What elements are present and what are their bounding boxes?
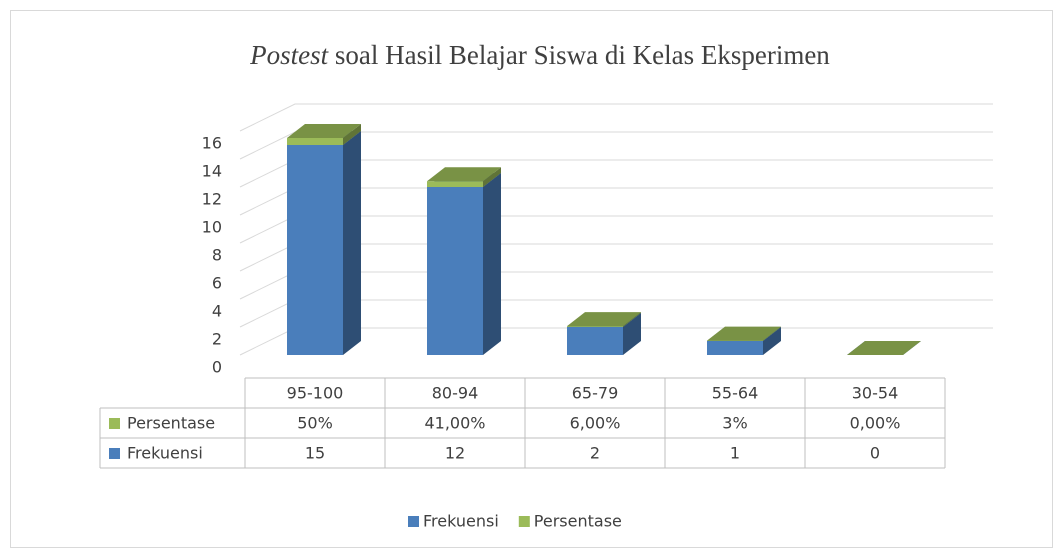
- x-tick-label: 65-79: [572, 384, 619, 403]
- chart-border: [10, 10, 1053, 548]
- bar-front: [427, 187, 483, 355]
- bar-segment: [567, 312, 641, 327]
- table-legend-key: [109, 448, 120, 459]
- chart-title: Postest soal Hasil Belajar Siswa di Kela…: [249, 40, 830, 70]
- x-tick-label: 95-100: [287, 384, 344, 403]
- bar-segment: [427, 173, 501, 355]
- table-cell: 6,00%: [570, 414, 621, 433]
- bar-side: [763, 326, 781, 341]
- table-row-label: Frekuensi: [127, 444, 203, 463]
- bar-segment: [847, 341, 921, 355]
- data-table: 95-100 80-94 65-79 55-64 30-54 Persentase 50% 4…: [99, 377, 946, 469]
- y-tick-label: 4: [212, 302, 222, 321]
- y-tick-label: 0: [212, 358, 222, 377]
- bar-segment: [287, 131, 361, 355]
- table-cell: 15: [305, 444, 325, 463]
- bar-front: [287, 145, 343, 355]
- y-tick-label: 6: [212, 274, 222, 293]
- bar-front: [287, 138, 343, 145]
- bar-front: [427, 181, 483, 187]
- bar-front: [707, 341, 763, 355]
- bars: [287, 124, 921, 355]
- x-tick-label: 80-94: [432, 384, 479, 403]
- legend-key: [518, 516, 530, 527]
- bar-segment: [707, 326, 781, 341]
- y-tick-label: 16: [202, 134, 222, 153]
- bar-side: [343, 124, 361, 145]
- grid: 0 2 4 6 8 10 12 14 16: [202, 103, 993, 377]
- table-legend-key: [109, 418, 120, 429]
- bar-segment: [287, 124, 361, 145]
- bar-side: [623, 312, 641, 327]
- bar-top: [847, 341, 921, 355]
- legend-label: Persentase: [534, 512, 622, 531]
- bar-side: [483, 173, 501, 355]
- bar-side: [763, 327, 781, 355]
- bar-top: [287, 124, 361, 138]
- bar-side: [483, 167, 501, 187]
- x-tick-label: 55-64: [712, 384, 759, 403]
- legend-key: [408, 516, 419, 527]
- x-tick-label: 30-54: [852, 384, 899, 403]
- bar-front: [567, 327, 623, 355]
- y-tick-label: 14: [202, 162, 222, 181]
- table-cell: 0,00%: [850, 414, 901, 433]
- bar-front: [567, 326, 623, 327]
- y-tick-label: 12: [202, 190, 222, 209]
- bar-top: [707, 326, 781, 341]
- grid-line: [239, 103, 993, 132]
- bar-top: [567, 312, 641, 327]
- y-tick-label: 2: [212, 330, 222, 349]
- table-cell: 41,00%: [424, 414, 485, 433]
- table-cell: 2: [590, 444, 600, 463]
- bar-segment: [427, 167, 501, 187]
- legend: Frekuensi Persentase: [408, 512, 622, 531]
- table-cell: 50%: [297, 414, 333, 433]
- table-row-label: Persentase: [127, 414, 215, 433]
- table-cell: 3%: [722, 414, 747, 433]
- table-cell: 0: [870, 444, 880, 463]
- bar-side: [343, 131, 361, 355]
- legend-label: Frekuensi: [423, 512, 499, 531]
- y-tick-label: 8: [212, 246, 222, 265]
- table-cell: 1: [730, 444, 740, 463]
- bar-top: [427, 167, 501, 182]
- y-tick-label: 10: [202, 218, 222, 237]
- table-cell: 12: [445, 444, 465, 463]
